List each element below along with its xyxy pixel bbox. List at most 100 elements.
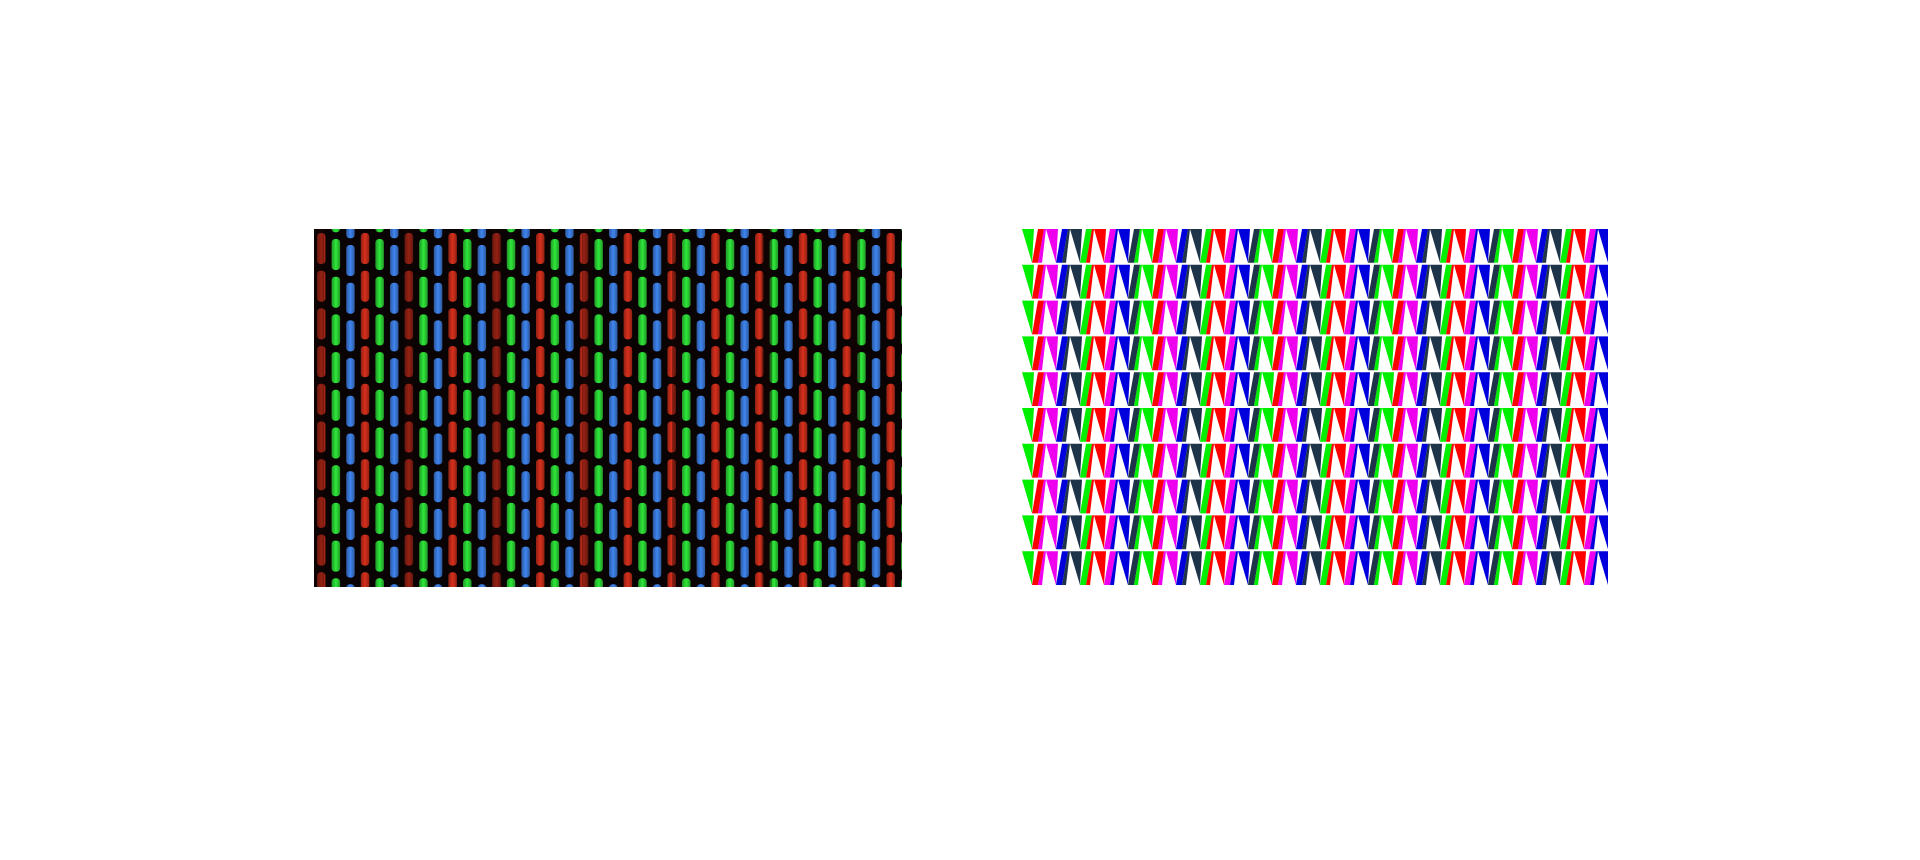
subpixel-red (448, 308, 457, 340)
subpixel-red (1334, 408, 1346, 442)
subpixel-red (798, 270, 808, 302)
subpixel-green (506, 578, 516, 587)
subpixel-dark (1368, 336, 1380, 371)
subpixel-green (1022, 229, 1034, 263)
subpixel-dark (1070, 229, 1082, 263)
subpixel-red (1574, 264, 1586, 299)
subpixel-red (667, 346, 676, 378)
subpixel-red (798, 534, 808, 566)
subpixel-red (317, 496, 326, 528)
subpixel-green (1560, 372, 1572, 406)
subpixel-blue (740, 282, 749, 314)
subpixel-red (448, 421, 457, 453)
subpixel-red (1206, 372, 1214, 406)
subpixel-magenta (1278, 229, 1286, 263)
subpixel-red (536, 233, 545, 264)
subpixel-dark (1488, 515, 1500, 550)
subpixel-magenta (1464, 515, 1476, 550)
subpixel-magenta (1518, 479, 1526, 514)
subpixel-magenta (1406, 229, 1418, 263)
subpixel-red (1392, 551, 1404, 585)
subpixel-red (1326, 300, 1334, 335)
subpixel-blue (740, 320, 749, 352)
subpixel-green (331, 427, 341, 459)
subpixel-green (1142, 372, 1154, 406)
subpixel-red (404, 308, 414, 340)
subpixel-red (1152, 408, 1164, 442)
subpixel-magenta (1046, 443, 1058, 478)
subpixel-blue (1176, 408, 1188, 442)
subpixel-red (1446, 372, 1454, 406)
subpixel-blue (1238, 372, 1250, 406)
subpixel-green (857, 427, 866, 459)
subpixel-blue (784, 358, 793, 390)
subpixel-dark (1182, 515, 1190, 550)
subpixel-green (375, 389, 384, 421)
subpixel-magenta (1584, 229, 1596, 263)
subpixel-magenta (1464, 229, 1476, 263)
subpixel-magenta (1464, 336, 1476, 371)
subpixel-green (682, 465, 691, 497)
subpixel-red (886, 346, 895, 378)
subpixel-dark (1070, 408, 1082, 442)
subpixel-magenta (1398, 479, 1406, 514)
subpixel-dark (1422, 229, 1430, 263)
subpixel-green (1080, 336, 1092, 371)
subpixel-dark (1368, 229, 1380, 263)
subpixel-green (1022, 336, 1034, 371)
subpixel-green (1382, 551, 1394, 585)
subpixel-magenta (1464, 479, 1476, 514)
subpixel-blue (1358, 443, 1370, 478)
subpixel-red (579, 383, 589, 415)
subpixel-blue (1416, 515, 1428, 550)
subpixel-green (1254, 229, 1262, 263)
subpixel-dark (1550, 443, 1562, 478)
subpixel-dark (1190, 515, 1202, 550)
subpixel-green (857, 239, 866, 270)
subpixel-dark (1422, 264, 1430, 299)
subpixel-green (638, 427, 647, 459)
subpixel-blue (1296, 408, 1308, 442)
subpixel-dark (1550, 300, 1562, 335)
subpixel-green (682, 502, 691, 534)
subpixel-red (536, 308, 545, 340)
subpixel-dark (1550, 551, 1562, 585)
subpixel-magenta (1158, 515, 1166, 550)
subpixel-green (331, 578, 341, 587)
subpixel-red (1334, 372, 1346, 406)
subpixel-magenta (1406, 443, 1418, 478)
subpixel-blue (346, 508, 355, 540)
subpixel-magenta (1518, 372, 1526, 406)
subpixel-green (1560, 300, 1572, 335)
subpixel-dark (1422, 479, 1430, 514)
subpixel-green (1022, 443, 1034, 478)
subpixel-green (813, 389, 822, 421)
subpixel-dark (1070, 515, 1082, 550)
subpixel-red (711, 421, 720, 453)
subpixel-green (769, 427, 779, 459)
subpixel-blue (1590, 443, 1598, 478)
subpixel-blue (1536, 479, 1548, 514)
subpixel-red (360, 421, 370, 453)
subpixel-magenta (1224, 551, 1236, 585)
subpixel-red (842, 421, 852, 453)
subpixel-green (1560, 479, 1572, 514)
subpixel-blue (696, 584, 706, 587)
subpixel-green (594, 502, 603, 534)
subpixel-green (331, 276, 341, 308)
subpixel-green (682, 578, 691, 587)
subpixel-blue (1296, 336, 1308, 371)
subpixel-green (594, 465, 603, 497)
subpixel-blue (390, 358, 399, 390)
subpixel-blue (1238, 443, 1250, 478)
subpixel-dark (1302, 300, 1310, 335)
subpixel-magenta (1166, 515, 1178, 550)
subpixel-green (1080, 479, 1092, 514)
subpixel-red (1334, 479, 1346, 514)
subpixel-blue (1350, 372, 1358, 406)
subpixel-dark (1248, 408, 1260, 442)
subpixel-green (682, 229, 691, 233)
subpixel-red (317, 346, 326, 378)
subpixel-red (1334, 515, 1346, 550)
subpixel-green (1494, 551, 1502, 585)
